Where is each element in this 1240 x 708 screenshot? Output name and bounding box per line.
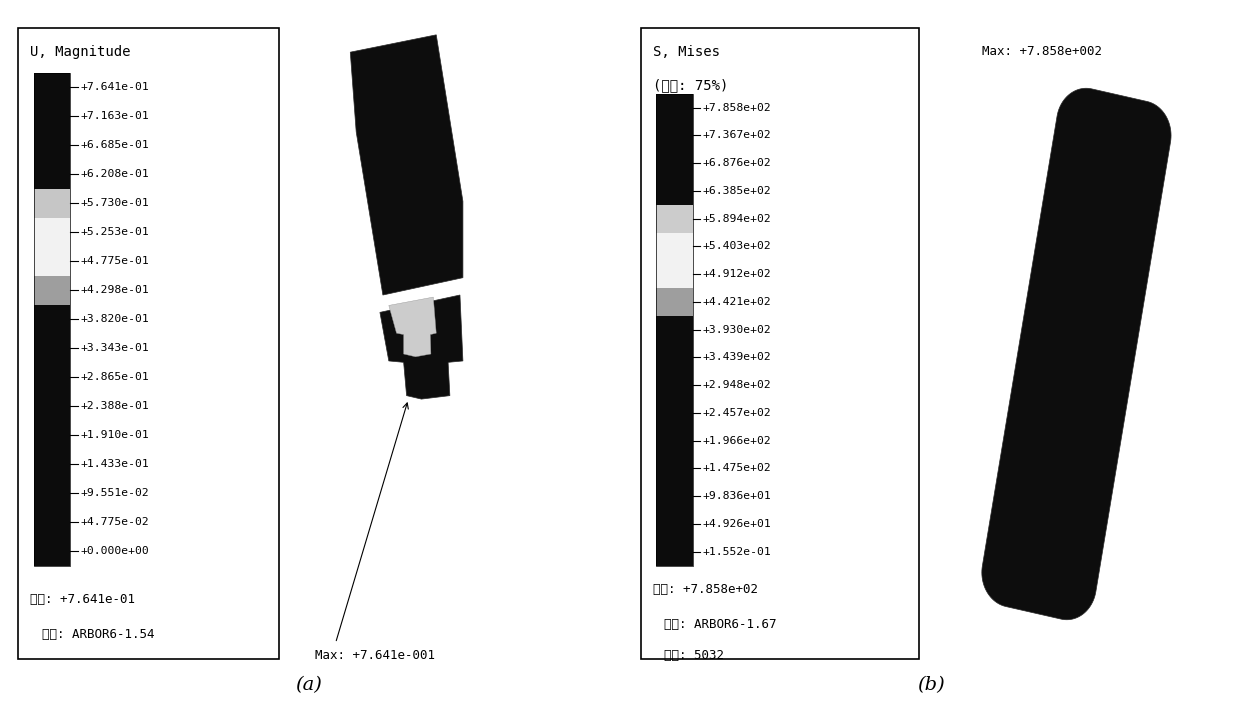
FancyBboxPatch shape <box>19 28 279 659</box>
Bar <box>656 122 693 149</box>
Text: +2.948e+02: +2.948e+02 <box>702 380 771 390</box>
Bar <box>656 94 693 566</box>
Bar <box>33 333 71 362</box>
Bar <box>656 94 693 122</box>
Text: +4.912e+02: +4.912e+02 <box>702 269 771 279</box>
Bar <box>656 510 693 538</box>
Text: +1.475e+02: +1.475e+02 <box>702 464 771 474</box>
Text: 结点: 5032: 结点: 5032 <box>665 649 724 662</box>
Text: +0.000e+00: +0.000e+00 <box>79 546 149 556</box>
Text: +3.930e+02: +3.930e+02 <box>702 325 771 335</box>
Bar <box>656 372 693 399</box>
Text: +1.910e-01: +1.910e-01 <box>79 430 149 440</box>
Text: +6.385e+02: +6.385e+02 <box>702 186 771 196</box>
Text: +3.439e+02: +3.439e+02 <box>702 353 771 362</box>
Bar <box>33 362 71 392</box>
Text: +5.403e+02: +5.403e+02 <box>702 241 771 251</box>
Text: +7.367e+02: +7.367e+02 <box>702 130 771 140</box>
Text: +6.876e+02: +6.876e+02 <box>702 158 771 169</box>
Bar <box>33 131 71 160</box>
Bar <box>656 261 693 288</box>
Text: 单元: ARBOR6-1.67: 单元: ARBOR6-1.67 <box>665 617 777 631</box>
Text: +4.775e-01: +4.775e-01 <box>79 256 149 266</box>
Bar <box>33 537 71 566</box>
Text: 最大: +7.858e+02: 最大: +7.858e+02 <box>652 583 758 596</box>
Polygon shape <box>389 297 436 357</box>
Text: +7.858e+02: +7.858e+02 <box>702 103 771 113</box>
Bar <box>33 218 71 247</box>
Bar <box>33 189 71 218</box>
Bar <box>33 160 71 189</box>
Bar <box>33 73 71 102</box>
Bar <box>656 343 693 372</box>
Bar <box>656 427 693 455</box>
Bar <box>33 479 71 508</box>
Bar <box>33 102 71 131</box>
Polygon shape <box>350 35 463 295</box>
Bar <box>656 399 693 427</box>
Bar <box>33 450 71 479</box>
Text: +1.552e-01: +1.552e-01 <box>702 547 771 556</box>
Text: +4.926e+01: +4.926e+01 <box>702 519 771 529</box>
Text: (a): (a) <box>295 676 322 694</box>
Text: +2.865e-01: +2.865e-01 <box>79 372 149 382</box>
Text: Max: +7.641e-001: Max: +7.641e-001 <box>315 649 435 662</box>
Bar <box>33 305 71 333</box>
Text: +4.421e+02: +4.421e+02 <box>702 297 771 307</box>
Bar <box>33 421 71 450</box>
Bar <box>656 316 693 343</box>
Text: +3.820e-01: +3.820e-01 <box>79 314 149 324</box>
Bar <box>33 276 71 305</box>
Text: +5.253e-01: +5.253e-01 <box>79 227 149 237</box>
Polygon shape <box>982 88 1171 620</box>
Text: +1.966e+02: +1.966e+02 <box>702 435 771 446</box>
Bar <box>656 205 693 233</box>
Bar <box>33 247 71 276</box>
Bar <box>33 392 71 421</box>
Bar <box>656 538 693 566</box>
Text: +6.685e-01: +6.685e-01 <box>79 140 149 150</box>
Text: +9.551e-02: +9.551e-02 <box>79 489 149 498</box>
Text: 最大: +7.641e-01: 最大: +7.641e-01 <box>30 593 135 606</box>
Text: S, Mises: S, Mises <box>652 45 719 59</box>
Text: Max: +7.858e+002: Max: +7.858e+002 <box>982 45 1101 58</box>
Text: +5.730e-01: +5.730e-01 <box>79 198 149 208</box>
Text: 结点: ARBOR6-1.54: 结点: ARBOR6-1.54 <box>42 628 155 641</box>
Bar <box>656 232 693 261</box>
Polygon shape <box>379 295 463 399</box>
Bar <box>33 73 71 566</box>
Bar <box>656 482 693 510</box>
FancyBboxPatch shape <box>641 28 919 659</box>
Bar <box>656 288 693 316</box>
Bar <box>656 149 693 177</box>
Text: +3.343e-01: +3.343e-01 <box>79 343 149 353</box>
Text: (平均: 75%): (平均: 75%) <box>652 78 728 92</box>
Text: +4.775e-02: +4.775e-02 <box>79 517 149 527</box>
Text: +6.208e-01: +6.208e-01 <box>79 169 149 179</box>
Text: +9.836e+01: +9.836e+01 <box>702 491 771 501</box>
Text: +2.388e-01: +2.388e-01 <box>79 401 149 411</box>
Text: (b): (b) <box>918 676 945 694</box>
Bar <box>656 177 693 205</box>
Bar <box>656 455 693 482</box>
Text: +2.457e+02: +2.457e+02 <box>702 408 771 418</box>
Text: +4.298e-01: +4.298e-01 <box>79 285 149 295</box>
Text: +1.433e-01: +1.433e-01 <box>79 459 149 469</box>
Text: +5.894e+02: +5.894e+02 <box>702 214 771 224</box>
Text: U, Magnitude: U, Magnitude <box>30 45 130 59</box>
Text: +7.641e-01: +7.641e-01 <box>79 83 149 93</box>
Text: +7.163e-01: +7.163e-01 <box>79 111 149 122</box>
Bar <box>33 508 71 537</box>
